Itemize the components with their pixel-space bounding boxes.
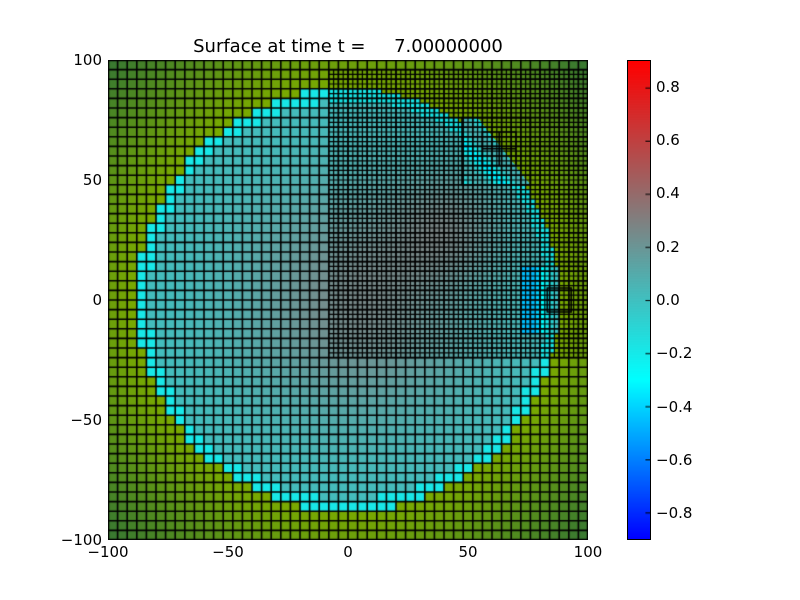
y-tick-label: 0 — [92, 291, 102, 309]
y-tick-label: 50 — [82, 171, 102, 189]
colorbar-tick-label: 0.4 — [656, 184, 680, 203]
colorbar — [627, 60, 651, 540]
surface-plot — [108, 60, 588, 540]
colorbar-tick-label: −0.2 — [656, 344, 693, 363]
y-tick-label: −100 — [60, 531, 102, 549]
x-tick-label: 50 — [458, 543, 478, 561]
colorbar-tick-label: 0.0 — [656, 291, 680, 309]
x-tick-label: 100 — [573, 543, 603, 561]
chart-title: Surface at time t = 7.00000000 — [193, 36, 503, 57]
colorbar-tick-label: −0.4 — [656, 397, 693, 416]
y-tick-label: 100 — [73, 51, 102, 69]
y-tick-label: −50 — [70, 411, 102, 429]
colorbar-tick-label: −0.6 — [656, 451, 693, 469]
colorbar-tick-label: 0.2 — [656, 237, 680, 256]
colorbar-tick-label: 0.6 — [656, 131, 680, 149]
x-tick-label: −50 — [212, 543, 244, 561]
x-tick-label: 0 — [343, 543, 353, 561]
x-tick-label: −100 — [87, 543, 129, 561]
colorbar-tick-label: −0.8 — [656, 504, 693, 523]
colorbar-tick-label: 0.8 — [656, 77, 680, 96]
